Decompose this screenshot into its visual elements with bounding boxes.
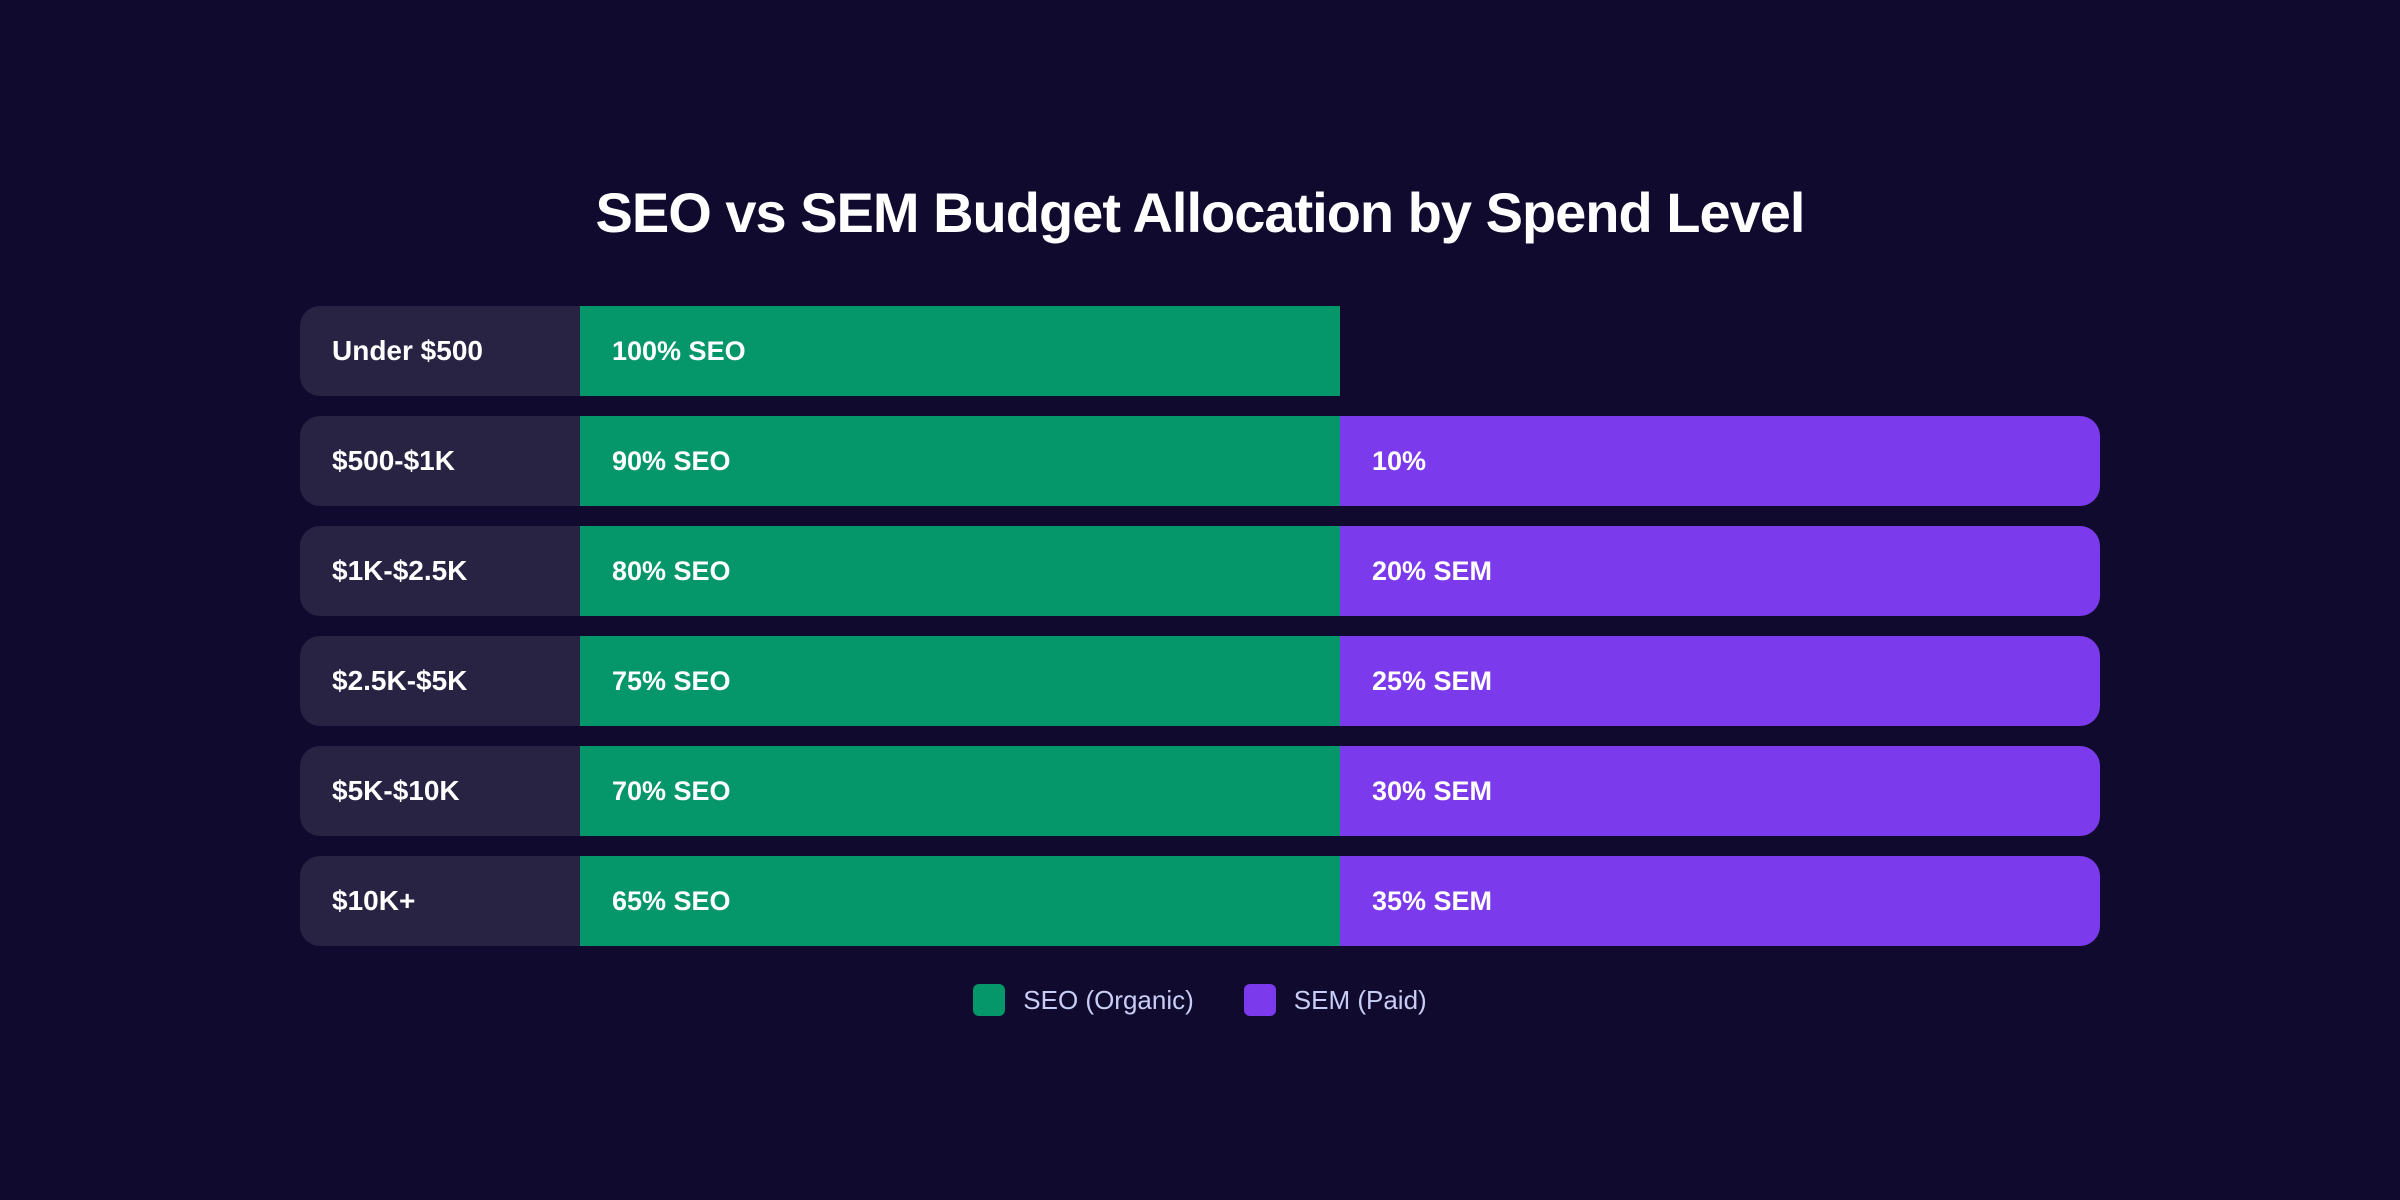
- category-label: $1K-$2.5K: [300, 526, 580, 616]
- sem-bar: 20% SEM: [1340, 526, 2100, 616]
- chart-title: SEO vs SEM Budget Allocation by Spend Le…: [595, 181, 1806, 244]
- category-label: Under $500: [300, 306, 580, 396]
- seo-bar: 75% SEO: [580, 636, 1340, 726]
- category-label: $10K+: [300, 856, 580, 946]
- seo-bar: 100% SEO: [580, 306, 1340, 396]
- bar-row: $500-$1K 90% SEO 10%: [300, 416, 2100, 506]
- bar-row: Under $500 100% SEO: [300, 306, 2100, 396]
- bar-row: $5K-$10K 70% SEO 30% SEM: [300, 746, 2100, 836]
- legend-swatch-seo: [973, 984, 1006, 1016]
- sem-bar: 25% SEM: [1340, 636, 2100, 726]
- sem-bar: 35% SEM: [1340, 856, 2100, 946]
- legend-item-seo: SEO (Organic): [973, 984, 1194, 1016]
- seo-bar: 80% SEO: [580, 526, 1340, 616]
- legend-label-sem: SEM (Paid): [1293, 984, 1427, 1015]
- sem-bar: 30% SEM: [1340, 746, 2100, 836]
- legend-swatch-sem: [1243, 984, 1276, 1016]
- bar-row: $2.5K-$5K 75% SEO 25% SEM: [300, 636, 2100, 726]
- seo-bar: 65% SEO: [580, 856, 1340, 946]
- legend: SEO (Organic) SEM (Paid): [0, 984, 2400, 1016]
- category-label: $2.5K-$5K: [300, 636, 580, 726]
- category-label: $5K-$10K: [300, 746, 580, 836]
- bar-row: $1K-$2.5K 80% SEO 20% SEM: [300, 526, 2100, 616]
- sem-bar: 10%: [1340, 416, 2100, 506]
- category-label: $500-$1K: [300, 416, 580, 506]
- legend-label-seo: SEO (Organic): [1023, 984, 1194, 1015]
- bar-row: $10K+ 65% SEO 35% SEM: [300, 856, 2100, 946]
- seo-bar: 90% SEO: [580, 416, 1340, 506]
- legend-item-sem: SEM (Paid): [1243, 984, 1427, 1016]
- seo-bar: 70% SEO: [580, 746, 1340, 836]
